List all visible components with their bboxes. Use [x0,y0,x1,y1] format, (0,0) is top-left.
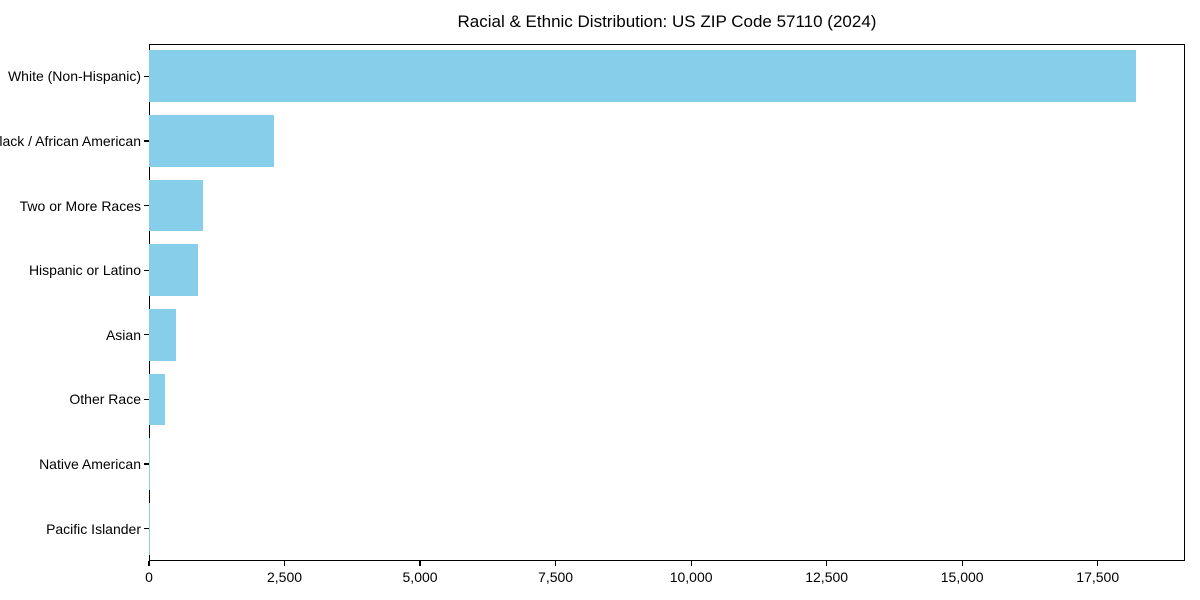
y-tick-mark [144,528,149,530]
x-tick-mark [419,561,421,566]
x-tick-label: 12,500 [805,569,849,585]
bar-hispanic-or-latino [149,244,198,297]
y-tick-label: Native American [39,456,141,473]
bar-other-race [149,373,166,426]
x-tick-mark [826,561,828,566]
y-tick-mark [144,140,149,142]
x-tick-label: 2,500 [266,569,303,585]
bar-black-african-american [149,115,274,167]
x-tick-mark [1097,561,1099,566]
y-tick-label: White (Non-Hispanic) [7,68,141,85]
x-tick-label: 15,000 [940,569,984,585]
y-tick-mark [144,334,149,336]
bar-native-american [149,438,151,490]
x-tick-label: 5,000 [402,569,438,585]
x-tick-label: 7,500 [538,569,574,585]
y-tick-mark [144,75,149,77]
bar-asian [149,308,177,361]
bar-two-or-more-races [149,179,204,232]
y-tick-label: Pacific Islander [46,520,141,537]
plot-area [149,44,1185,561]
x-tick-mark [283,561,286,566]
x-tick-mark [148,561,150,566]
y-tick-mark [144,204,149,207]
x-tick-label: 17,500 [1076,569,1120,585]
x-tick-mark [554,561,557,566]
x-tick-label: 0 [145,569,153,585]
y-tick-label: Black / African American [0,132,141,149]
y-tick-mark [144,398,149,401]
y-tick-label: Two or More Races [19,197,141,214]
y-tick-mark [144,463,149,465]
chart-title: Racial & Ethnic Distribution: US ZIP Cod… [457,12,877,31]
y-tick-label: Hispanic or Latino [28,262,141,279]
y-tick-label: Asian [105,326,141,343]
x-tick-mark [961,561,963,566]
y-tick-label: Other Race [69,391,141,408]
x-tick-label: 10,000 [669,569,713,585]
x-tick-mark [690,561,692,566]
bar-white-non-hispanic [149,50,1136,103]
y-tick-mark [144,269,149,271]
